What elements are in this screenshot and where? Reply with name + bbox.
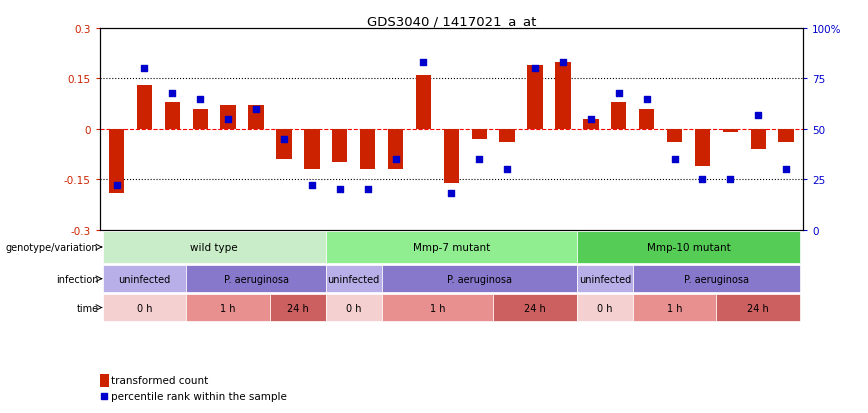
Point — [249, 106, 263, 113]
Point — [528, 66, 542, 72]
Bar — [332, 130, 347, 163]
Text: 1 h: 1 h — [220, 303, 236, 313]
Bar — [100, 374, 108, 387]
Point — [137, 66, 151, 72]
Point — [349, 310, 363, 316]
Bar — [716, 294, 800, 321]
Point — [332, 187, 346, 193]
Bar — [165, 103, 180, 130]
Bar — [137, 86, 152, 130]
Bar — [416, 76, 431, 130]
Text: Mmp-7 mutant: Mmp-7 mutant — [413, 242, 490, 252]
Bar — [360, 130, 375, 170]
Text: 0 h: 0 h — [597, 303, 613, 313]
Text: genotype/variation: genotype/variation — [6, 242, 98, 252]
Bar — [444, 130, 459, 183]
Point — [361, 187, 375, 193]
Bar — [248, 106, 264, 130]
Point — [194, 96, 207, 103]
Text: 24 h: 24 h — [747, 303, 769, 313]
Bar — [193, 109, 208, 130]
Bar — [556, 62, 570, 130]
Bar — [270, 294, 326, 321]
Point — [752, 112, 766, 119]
Bar — [751, 130, 766, 150]
Point — [667, 157, 681, 163]
Point — [779, 166, 793, 173]
Bar — [471, 130, 487, 140]
Bar — [326, 232, 577, 263]
Text: P. aeruginosa: P. aeruginosa — [447, 274, 512, 284]
Bar — [577, 266, 633, 292]
Bar — [326, 294, 382, 321]
Point — [166, 90, 180, 97]
Text: wild type: wild type — [190, 242, 238, 252]
Bar — [493, 294, 577, 321]
Text: 0 h: 0 h — [137, 303, 152, 313]
Bar — [276, 130, 292, 160]
Bar — [326, 266, 382, 292]
Bar — [388, 130, 404, 170]
Bar — [187, 266, 326, 292]
Text: 1 h: 1 h — [667, 303, 682, 313]
Bar — [304, 130, 319, 170]
Text: uninfected: uninfected — [579, 274, 631, 284]
Bar — [102, 266, 187, 292]
Bar — [694, 130, 710, 166]
Bar — [220, 106, 236, 130]
Text: time: time — [76, 303, 98, 313]
Text: percentile rank within the sample: percentile rank within the sample — [111, 392, 286, 401]
Point — [556, 60, 570, 66]
Point — [417, 60, 431, 66]
Point — [109, 183, 123, 189]
Point — [305, 183, 319, 189]
Bar — [577, 294, 633, 321]
Point — [444, 191, 458, 197]
Bar — [382, 294, 493, 321]
Text: uninfected: uninfected — [118, 274, 171, 284]
Bar — [577, 232, 800, 263]
Bar — [528, 66, 542, 130]
Text: uninfected: uninfected — [327, 274, 380, 284]
Text: 24 h: 24 h — [524, 303, 546, 313]
Text: P. aeruginosa: P. aeruginosa — [224, 274, 288, 284]
Bar — [611, 103, 627, 130]
Bar — [382, 266, 577, 292]
Bar — [633, 294, 716, 321]
Point — [584, 116, 598, 123]
Point — [500, 166, 514, 173]
Text: Mmp-10 mutant: Mmp-10 mutant — [647, 242, 730, 252]
Bar — [583, 119, 599, 130]
Point — [221, 116, 235, 123]
Point — [612, 90, 626, 97]
Bar — [187, 294, 270, 321]
Bar — [102, 232, 326, 263]
Point — [723, 176, 737, 183]
Bar — [667, 130, 682, 143]
Bar — [499, 130, 515, 143]
Text: 0 h: 0 h — [346, 303, 361, 313]
Bar — [779, 130, 794, 143]
Bar — [108, 130, 124, 193]
Bar — [639, 109, 654, 130]
Point — [472, 157, 486, 163]
Point — [695, 176, 709, 183]
Text: P. aeruginosa: P. aeruginosa — [684, 274, 749, 284]
Bar — [633, 266, 800, 292]
Point — [277, 136, 291, 143]
Text: 24 h: 24 h — [287, 303, 309, 313]
Point — [389, 157, 403, 163]
Text: infection: infection — [56, 274, 98, 284]
Bar — [102, 294, 187, 321]
Point — [640, 96, 654, 103]
Title: GDS3040 / 1417021_a_at: GDS3040 / 1417021_a_at — [366, 15, 536, 28]
Bar — [723, 130, 738, 133]
Text: 1 h: 1 h — [430, 303, 445, 313]
Text: transformed count: transformed count — [111, 375, 208, 385]
